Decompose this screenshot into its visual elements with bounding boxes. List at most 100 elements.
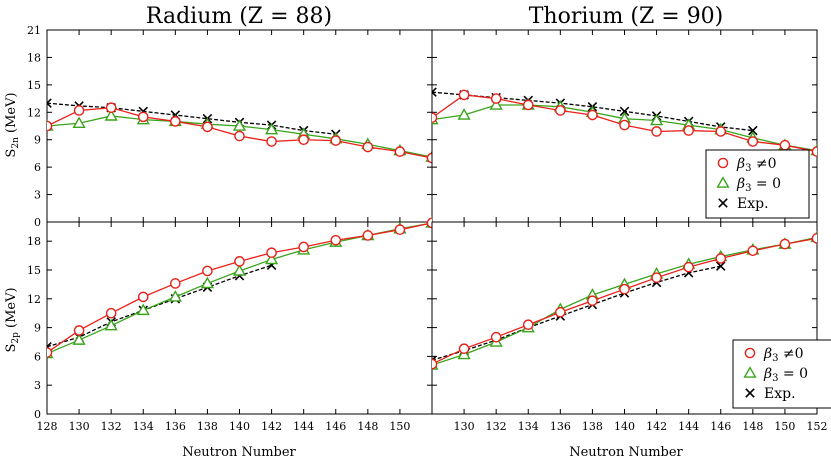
legend-s2n: β3 ≠0 β3 = 0 Exp. [705,149,810,219]
x-tick-label: 146 [710,420,731,433]
exp-line [47,102,336,135]
beta3_nonzero-point [715,253,727,264]
beta3_zero-point [489,98,503,110]
beta3_nonzero-point [170,116,181,127]
beta3_nonzero-point [522,319,534,331]
x-tick-label: 140 [614,420,635,433]
beta3_nonzero-point [587,109,598,121]
plot-frame [46,221,433,415]
beta3_nonzero-point [432,112,438,124]
y-tick-label: 18 [27,51,41,64]
beta3_zero-point [104,109,118,121]
beta3_zero-point [200,276,215,289]
beta3_nonzero-point [47,347,53,358]
legend-s2p: β3 ≠0 β3 = 0 Exp. [732,339,831,409]
beta3_nonzero-point [266,136,277,147]
exp-point [432,87,437,97]
x-tick-label: 136 [165,420,186,433]
exp-line [432,265,721,361]
beta3_nonzero-line [47,222,432,354]
beta3_nonzero-point [234,256,245,267]
x-tick-label: 140 [229,420,250,433]
beta3_nonzero-point [73,105,85,116]
beta3_nonzero-point [683,125,694,136]
beta3_nonzero-point [298,134,309,146]
x-tick-label: 148 [357,420,378,433]
x-tick-label: 134 [518,420,539,433]
beta3_nonzero-point [651,272,662,283]
beta3_zero-point [104,318,118,331]
beta3_nonzero-point [683,261,694,273]
beta3_zero-point [232,119,247,131]
beta3_zero-point [232,264,247,276]
x-tick-label: 138 [582,420,603,433]
legend-marker [745,388,755,398]
exp-point [47,98,52,108]
y-tick-label: 9 [34,322,41,335]
exp-point [619,106,630,117]
legend-marker [717,157,729,169]
beta3_nonzero-point [811,233,817,244]
y-tick-label: 15 [27,264,41,277]
beta3_nonzero-point [202,265,213,277]
radium-title: Radium (Z = 88) [146,4,332,29]
legend-label: Exp. [737,196,769,212]
beta3_nonzero-point [105,102,117,114]
thorium-x-axis-label: Neutron Number [569,445,683,459]
beta3_nonzero-point [47,120,53,132]
beta3_zero-point [168,290,182,302]
beta3_nonzero-point [73,325,85,336]
y-tick-label: 18 [27,235,41,248]
beta3_zero-point [72,116,86,129]
beta3_nonzero-point [266,247,277,259]
beta3_zero-point [457,108,471,120]
legend-label: Exp. [764,386,796,402]
legend-label: β3 ≠0 [763,346,804,364]
x-tick-label: 146 [325,420,346,433]
beta3_nonzero-point [105,307,117,319]
thorium-s2p-panel: 130 132 134 136 138 140 142 144 146 148 150 152 [431,221,828,433]
beta3_nonzero-point [298,241,309,253]
s2n-axis-label: S2n (MeV) [4,92,21,157]
series-group [432,230,817,370]
legend-label: β3 = 0 [763,366,808,384]
beta3_nonzero-point [619,283,630,295]
beta3_nonzero-point [394,146,406,157]
beta3_nonzero-point [619,119,630,131]
beta3_nonzero-point [330,234,342,246]
beta3_zero-point [649,113,664,126]
y-tick-label: 9 [34,134,41,147]
x-tick-label: 132 [101,420,122,433]
beta3_nonzero-point [747,136,759,147]
x-tick-label: 128 [37,420,58,433]
beta3_nonzero-point [811,146,817,157]
y-tick-label: 6 [34,350,41,363]
legend-marker [716,176,730,188]
beta3_zero-point [136,303,150,316]
beta3_nonzero-point [170,278,181,289]
radium-s2p-panel: 128 130 132 134 136 138 140 142 144 146 148 1500369… [27,216,433,433]
y-tick-label: 0 [34,408,41,421]
x-tick-label: 150 [774,420,795,433]
beta3_nonzero-point [362,230,374,241]
x-tick-label: 142 [646,420,667,433]
beta3_nonzero-point [362,141,374,153]
x-tick-label: 136 [550,420,571,433]
beta3_nonzero-point [779,139,791,151]
y-tick-label: 6 [34,161,41,174]
exp-point [715,261,726,271]
x-tick-label: 132 [486,420,507,433]
beta3_nonzero-point [458,343,470,355]
beta3_nonzero-point [555,306,566,318]
beta3_nonzero-point [747,245,759,257]
beta3_zero-point [264,122,279,135]
x-tick-label: 144 [293,420,314,433]
x-tick-label: 148 [742,420,763,433]
beta3_nonzero-point [432,358,438,370]
legend-label: β3 ≠0 [736,156,777,174]
exp-line [47,264,272,348]
radium-x-axis-label: Neutron Number [182,445,296,459]
beta3_nonzero-point [137,111,149,123]
y-tick-label: 0 [34,216,41,229]
x-tick-label: 134 [133,420,154,433]
